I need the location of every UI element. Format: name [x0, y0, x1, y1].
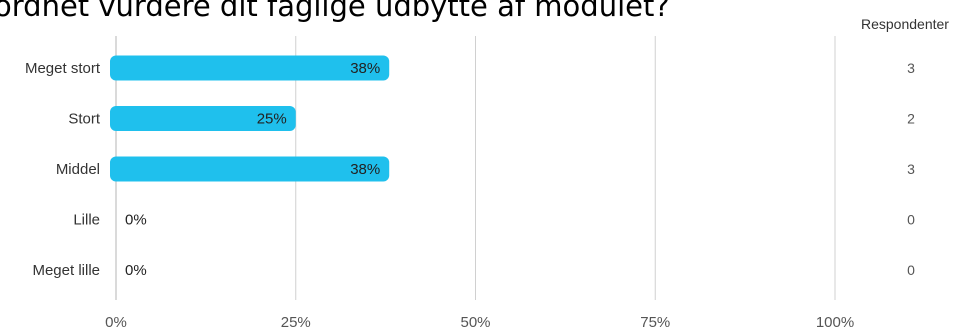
x-tick-label: 0%	[105, 314, 127, 331]
bar	[110, 156, 390, 182]
category-label: Lille	[73, 212, 100, 229]
data-label: 25%	[257, 111, 287, 128]
bars	[110, 55, 390, 182]
bar	[110, 106, 296, 131]
x-tick-label: 50%	[460, 314, 490, 331]
x-tick-label: 75%	[640, 314, 670, 331]
bar	[110, 55, 390, 81]
respondent-count: 0	[907, 212, 915, 228]
respondent-count: 2	[907, 111, 915, 127]
category-label: Stort	[68, 111, 101, 128]
respondent-count: 3	[907, 161, 915, 177]
data-label: 0%	[125, 262, 147, 279]
data-label: 0%	[125, 212, 147, 229]
labels: 0% 25% 50% 75% 100% Meget stort 38% 3 Stort 25% 2 M…	[25, 60, 915, 331]
category-label: Meget stort	[25, 60, 101, 77]
respondent-count: 3	[907, 60, 915, 76]
data-label: 38%	[350, 161, 380, 178]
respondents-header: Respondenter	[861, 16, 949, 32]
x-tick-label: 100%	[816, 314, 854, 331]
category-label: Meget lille	[32, 262, 100, 279]
x-tick-label: 25%	[281, 314, 311, 331]
data-label: 38%	[350, 60, 380, 77]
category-label: Middel	[56, 161, 100, 178]
chart-title: ordnet vurdere dit faglige udbytte af mo…	[0, 0, 670, 23]
respondent-count: 0	[907, 262, 915, 278]
